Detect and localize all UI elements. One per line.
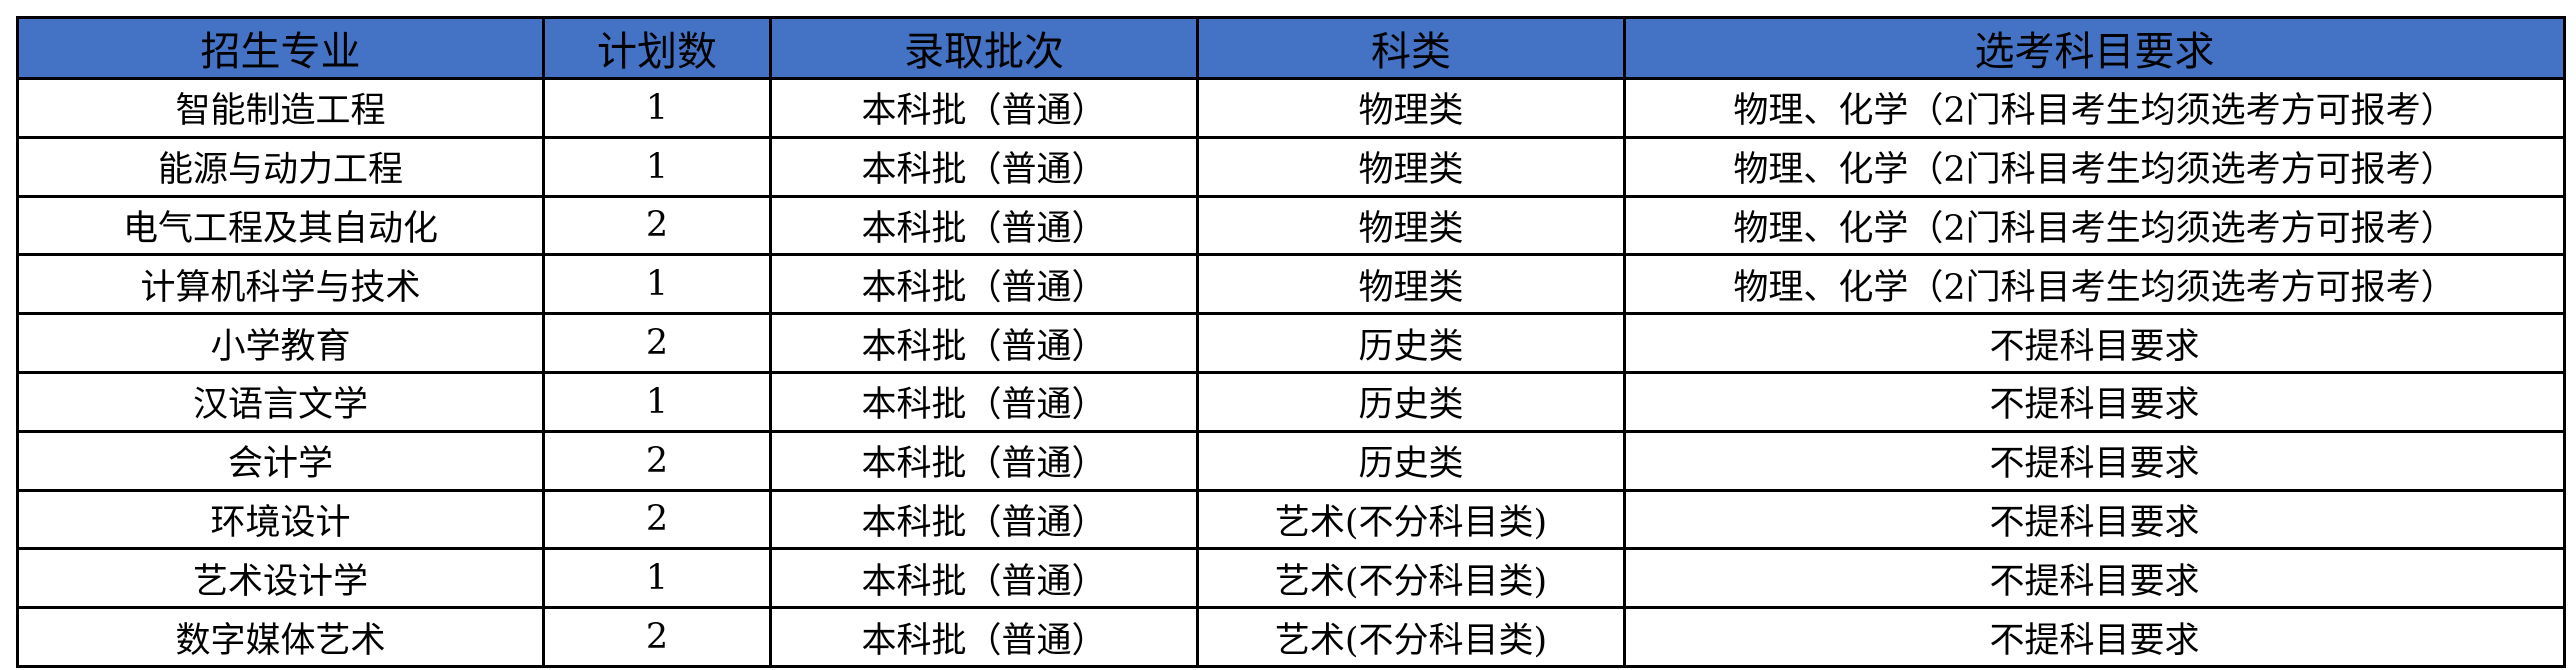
header-major: 招生专业	[16, 16, 545, 80]
cell-major: 会计学	[16, 429, 545, 492]
cell-batch: 本科批（普通）	[769, 488, 1199, 551]
cell-batch: 本科批（普通）	[769, 77, 1199, 139]
cell-category: 物理类	[1196, 253, 1626, 316]
cell-batch: 本科批（普通）	[769, 370, 1199, 433]
cell-category: 艺术(不分科目类)	[1196, 547, 1626, 610]
table-row: 会计学 2 本科批（普通） 历史类 不提科目要求	[16, 429, 2566, 492]
cell-plan-count: 2	[542, 606, 772, 668]
cell-major: 艺术设计学	[16, 547, 545, 610]
cell-subject-requirement: 物理、化学（2门科目考生均须选考方可报考）	[1623, 77, 2566, 139]
cell-major: 汉语言文学	[16, 370, 545, 433]
cell-category: 艺术(不分科目类)	[1196, 606, 1626, 668]
header-plan-count: 计划数	[542, 16, 772, 80]
cell-major: 智能制造工程	[16, 77, 545, 139]
table-row: 环境设计 2 本科批（普通） 艺术(不分科目类) 不提科目要求	[16, 488, 2566, 551]
cell-subject-requirement: 物理、化学（2门科目考生均须选考方可报考）	[1623, 135, 2566, 198]
cell-subject-requirement: 不提科目要求	[1623, 370, 2566, 433]
table-row: 能源与动力工程 1 本科批（普通） 物理类 物理、化学（2门科目考生均须选考方可报考）	[16, 135, 2566, 198]
table-row: 艺术设计学 1 本科批（普通） 艺术(不分科目类) 不提科目要求	[16, 547, 2566, 610]
admission-plan-table: 招生专业 计划数 录取批次 科类 选考科目要求 智能制造工程 1 本科批（普通） 物理…	[16, 16, 2566, 668]
table-row: 数字媒体艺术 2 本科批（普通） 艺术(不分科目类) 不提科目要求	[16, 606, 2566, 668]
cell-batch: 本科批（普通）	[769, 135, 1199, 198]
cell-plan-count: 1	[542, 135, 772, 198]
cell-category: 物理类	[1196, 135, 1626, 198]
cell-batch: 本科批（普通）	[769, 253, 1199, 316]
header-row: 招生专业 计划数 录取批次 科类 选考科目要求	[16, 16, 2566, 80]
cell-category: 艺术(不分科目类)	[1196, 488, 1626, 551]
table-row: 智能制造工程 1 本科批（普通） 物理类 物理、化学（2门科目考生均须选考方可报考）	[16, 77, 2566, 139]
cell-category: 物理类	[1196, 194, 1626, 257]
header-batch: 录取批次	[769, 16, 1199, 80]
cell-major: 环境设计	[16, 488, 545, 551]
cell-major: 电气工程及其自动化	[16, 194, 545, 257]
header-category: 科类	[1196, 16, 1626, 80]
cell-subject-requirement: 不提科目要求	[1623, 547, 2566, 610]
cell-plan-count: 1	[542, 370, 772, 433]
cell-category: 历史类	[1196, 370, 1626, 433]
cell-major: 能源与动力工程	[16, 135, 545, 198]
table-row: 汉语言文学 1 本科批（普通） 历史类 不提科目要求	[16, 370, 2566, 433]
cell-category: 历史类	[1196, 312, 1626, 374]
cell-plan-count: 2	[542, 312, 772, 374]
cell-subject-requirement: 不提科目要求	[1623, 429, 2566, 492]
cell-subject-requirement: 不提科目要求	[1623, 488, 2566, 551]
cell-batch: 本科批（普通）	[769, 547, 1199, 610]
cell-subject-requirement: 不提科目要求	[1623, 606, 2566, 668]
cell-plan-count: 2	[542, 194, 772, 257]
cell-category: 物理类	[1196, 77, 1626, 139]
cell-plan-count: 1	[542, 547, 772, 610]
table-row: 计算机科学与技术 1 本科批（普通） 物理类 物理、化学（2门科目考生均须选考方可报考）	[16, 253, 2566, 316]
cell-plan-count: 1	[542, 253, 772, 316]
cell-major: 数字媒体艺术	[16, 606, 545, 668]
cell-plan-count: 2	[542, 488, 772, 551]
cell-major: 小学教育	[16, 312, 545, 374]
cell-major: 计算机科学与技术	[16, 253, 545, 316]
cell-batch: 本科批（普通）	[769, 312, 1199, 374]
cell-plan-count: 2	[542, 429, 772, 492]
table-row: 电气工程及其自动化 2 本科批（普通） 物理类 物理、化学（2门科目考生均须选考方可报考…	[16, 194, 2566, 257]
table-row: 小学教育 2 本科批（普通） 历史类 不提科目要求	[16, 312, 2566, 374]
cell-plan-count: 1	[542, 77, 772, 139]
cell-batch: 本科批（普通）	[769, 606, 1199, 668]
cell-batch: 本科批（普通）	[769, 194, 1199, 257]
cell-batch: 本科批（普通）	[769, 429, 1199, 492]
cell-category: 历史类	[1196, 429, 1626, 492]
header-subject-requirement: 选考科目要求	[1623, 16, 2566, 80]
cell-subject-requirement: 不提科目要求	[1623, 312, 2566, 374]
cell-subject-requirement: 物理、化学（2门科目考生均须选考方可报考）	[1623, 194, 2566, 257]
cell-subject-requirement: 物理、化学（2门科目考生均须选考方可报考）	[1623, 253, 2566, 316]
